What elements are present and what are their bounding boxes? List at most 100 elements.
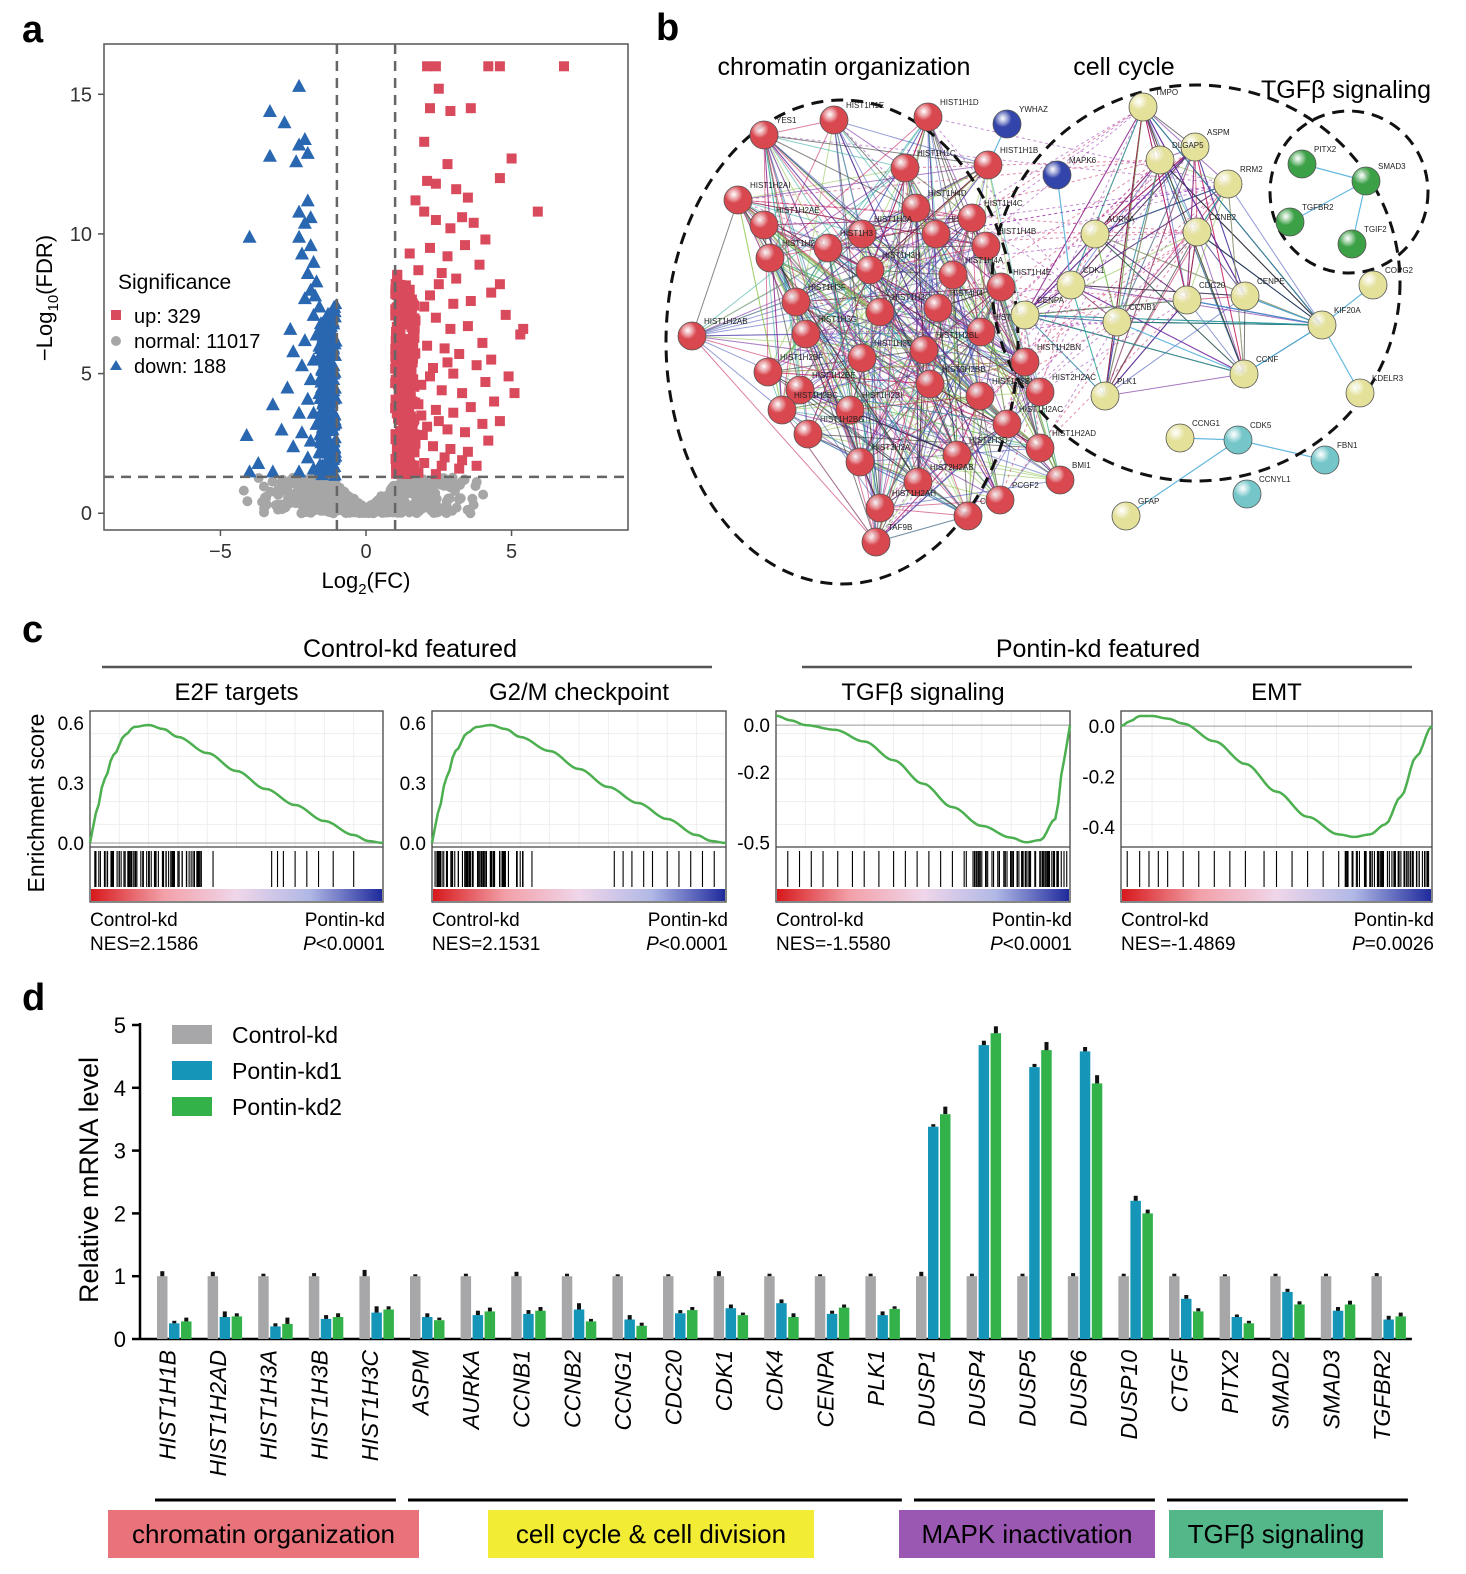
gsea-curve <box>1120 714 1433 839</box>
down-point <box>294 358 309 372</box>
network-node: GFAP <box>1111 497 1159 531</box>
network-node-bubble <box>791 319 821 349</box>
down-point <box>303 372 318 386</box>
error-bar <box>842 1304 847 1308</box>
up-point <box>428 363 438 373</box>
down-point <box>306 254 321 268</box>
network-node: HIST1H4E <box>986 268 1051 302</box>
gsea-nes: NES=2.1531 <box>432 934 540 955</box>
network-edge <box>859 231 1198 463</box>
category-label: DUSP1 <box>914 1350 940 1427</box>
normal-point <box>386 484 396 495</box>
legend-kd2-swatch <box>172 1097 212 1116</box>
panel-label-c: c <box>22 609 43 651</box>
network-node: HIST1H2AE <box>749 206 820 240</box>
up-point <box>422 175 433 186</box>
network-edge <box>1104 146 1196 397</box>
normal-point <box>455 493 466 504</box>
error-bar <box>413 1274 418 1277</box>
network-node-bubble <box>992 409 1022 439</box>
up-point <box>509 388 520 399</box>
error-bar <box>1071 1273 1076 1277</box>
bar-control <box>359 1276 370 1339</box>
network-node: HIST1H2BE <box>785 371 856 405</box>
network-node: TGIF2 <box>1337 225 1387 259</box>
up-point <box>404 248 415 259</box>
network-node-label: RRM2 <box>1240 165 1263 174</box>
bar-kd2 <box>585 1321 597 1339</box>
network-edge <box>1116 183 1229 323</box>
up-point <box>445 323 456 334</box>
gsea-pvalue: P<0.0001 <box>646 934 728 955</box>
up-point <box>454 463 465 474</box>
network-node-label: YWHAZ <box>1019 105 1048 114</box>
up-point <box>399 386 410 397</box>
network-edge <box>1194 146 1246 297</box>
legend-kd2-label: Pontin-kd2 <box>232 1094 342 1120</box>
network-node-label: HIST1H3H <box>882 251 921 260</box>
network-node-label: CCNB1 <box>1129 303 1157 312</box>
network-edge <box>979 395 1001 501</box>
gsea-pvalue: P<0.0001 <box>303 934 385 955</box>
network-node-bubble <box>1229 359 1259 389</box>
gsea-curve <box>88 723 384 845</box>
network-node: AURKA <box>1080 215 1135 249</box>
bar-control <box>1017 1276 1028 1339</box>
up-point <box>404 295 415 305</box>
network-edge <box>1186 299 1323 326</box>
up-point <box>393 312 404 323</box>
bar-control <box>1270 1276 1281 1339</box>
network-node-label: HIST2H2AC <box>1052 373 1096 382</box>
network-node-bubble <box>1275 207 1305 237</box>
down-point <box>242 464 257 478</box>
normal-point <box>430 488 441 499</box>
gsea-ytick-label: 0.6 <box>58 714 84 735</box>
error-bar <box>589 1318 593 1322</box>
network-node-label: HIST1H2AH <box>892 489 936 498</box>
down-point <box>292 405 307 419</box>
gsea-frame <box>775 710 1071 903</box>
up-point <box>430 404 441 415</box>
down-point <box>286 439 301 453</box>
network-node-label: DLGAP5 <box>1172 141 1204 150</box>
network-node-label: CCNG1 <box>1192 419 1221 428</box>
bar-kd1 <box>472 1315 484 1339</box>
network-node: CENPA <box>1010 296 1065 330</box>
network-node: CCNB1 <box>1102 303 1157 337</box>
network-node-bubble <box>966 317 996 347</box>
network-node: BMI1 <box>1045 461 1091 495</box>
network-edge <box>807 395 981 435</box>
network-node: SMAD3 <box>1351 162 1406 196</box>
down-point <box>292 464 307 478</box>
network-node-bubble <box>903 467 933 497</box>
up-point <box>391 463 402 474</box>
category-groups: chromatin organization cell cycle & cell … <box>108 1498 1408 1558</box>
network-node-bubble <box>1111 501 1141 531</box>
network-edge <box>923 146 1196 351</box>
network-edge <box>1024 314 1245 375</box>
network-edge <box>861 284 1072 359</box>
network-edge <box>763 134 863 235</box>
error-bar <box>639 1322 644 1326</box>
down-point <box>280 380 295 394</box>
normal-points <box>238 472 489 519</box>
error-bar <box>1324 1273 1328 1277</box>
bar-y-tick-label: 1 <box>114 1264 126 1289</box>
down-point <box>306 307 321 321</box>
network-node: HIST1H2AH <box>865 489 936 523</box>
y-tick-label: 15 <box>70 84 92 106</box>
network-edge <box>1142 106 1246 297</box>
up-point <box>460 427 470 438</box>
network-node-bubble <box>865 493 895 523</box>
bar-control <box>663 1276 674 1339</box>
gsea-nes: NES=-1.5580 <box>776 934 891 955</box>
gsea-frame <box>89 710 384 903</box>
bar-kd1 <box>1282 1291 1293 1339</box>
error-bar <box>538 1307 543 1311</box>
network-edge <box>827 247 939 309</box>
network-edge <box>980 159 1161 333</box>
up-point <box>404 430 415 441</box>
up-point <box>515 329 526 340</box>
legend-title: Significance <box>118 271 231 294</box>
legend-up-label: up: 329 <box>134 306 201 328</box>
